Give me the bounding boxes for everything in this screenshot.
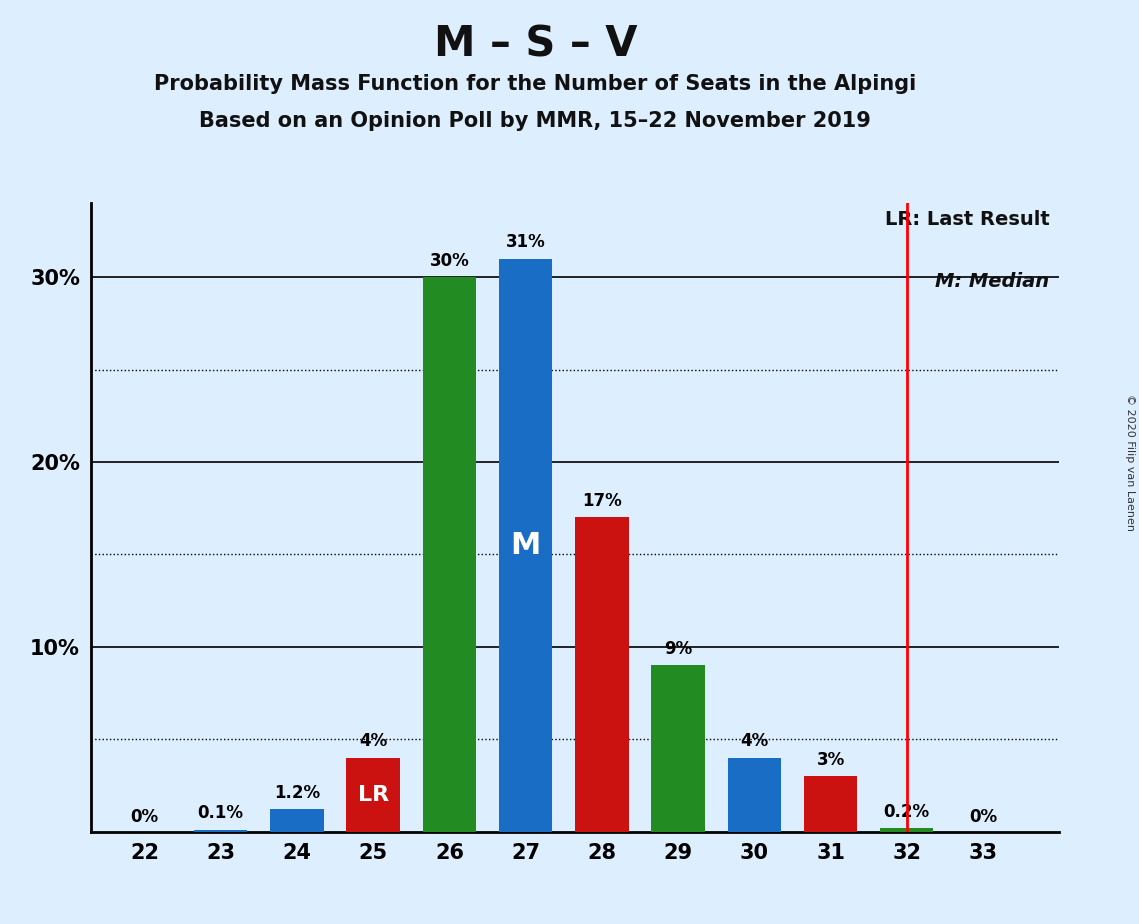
Text: 30%: 30% <box>429 252 469 270</box>
Bar <box>652 665 705 832</box>
Text: 0%: 0% <box>969 808 997 826</box>
Text: 0.1%: 0.1% <box>198 805 244 822</box>
Text: 31%: 31% <box>506 234 546 251</box>
Bar <box>194 830 247 832</box>
Bar <box>270 809 323 832</box>
Bar <box>346 758 400 832</box>
Bar <box>423 277 476 832</box>
Text: 0.2%: 0.2% <box>884 803 929 821</box>
Text: M – S – V: M – S – V <box>434 23 637 65</box>
Text: 17%: 17% <box>582 492 622 510</box>
Bar <box>499 259 552 832</box>
Text: 4%: 4% <box>740 733 769 750</box>
Text: 0%: 0% <box>131 808 158 826</box>
Text: LR: Last Result: LR: Last Result <box>885 210 1049 228</box>
Text: M: Median: M: Median <box>935 273 1049 291</box>
Text: 1.2%: 1.2% <box>273 784 320 802</box>
Text: 9%: 9% <box>664 640 693 658</box>
Bar <box>728 758 781 832</box>
Bar <box>804 776 858 832</box>
Text: 4%: 4% <box>359 733 387 750</box>
Text: © 2020 Filip van Laenen: © 2020 Filip van Laenen <box>1125 394 1134 530</box>
Text: M: M <box>510 530 541 560</box>
Bar <box>880 828 934 832</box>
Text: LR: LR <box>358 784 388 805</box>
Text: 3%: 3% <box>817 751 845 769</box>
Bar <box>575 517 629 832</box>
Text: Based on an Opinion Poll by MMR, 15–22 November 2019: Based on an Opinion Poll by MMR, 15–22 N… <box>199 111 871 131</box>
Text: Probability Mass Function for the Number of Seats in the Alpingi: Probability Mass Function for the Number… <box>154 74 917 94</box>
